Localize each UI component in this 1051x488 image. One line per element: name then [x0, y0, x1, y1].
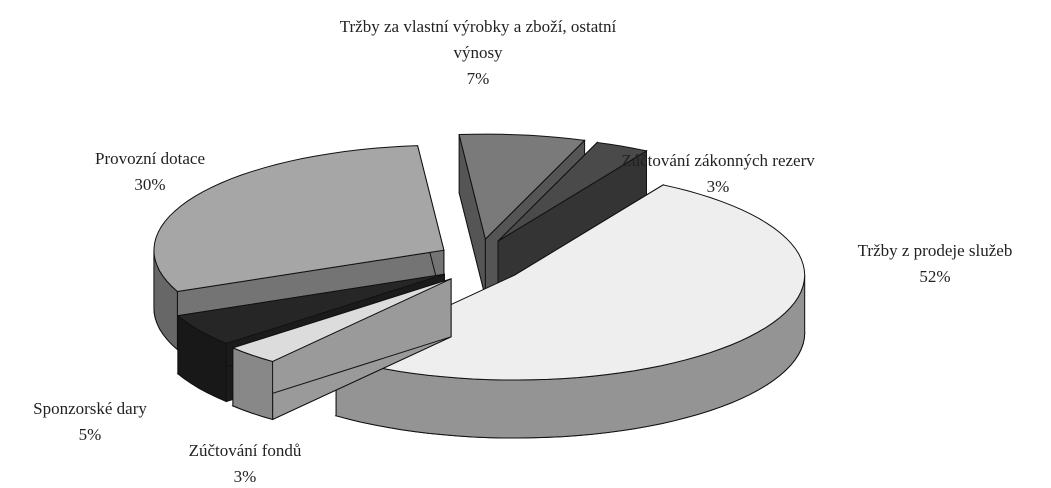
slice-label: Zúčtování fondů 3%: [135, 438, 355, 488]
slice-top: [153, 145, 445, 293]
slice-top: [176, 273, 445, 345]
category-label: Zúčtování fondů: [188, 441, 302, 460]
value-label: 30%: [134, 175, 166, 194]
value-label: 52%: [919, 267, 951, 286]
slice-label: Tržby za vlastní výrobky a zboží, ostatn…: [328, 14, 628, 92]
slice-top: [231, 278, 452, 363]
slice-label: Zúčtování zákonných rezerv 3%: [558, 148, 878, 200]
value-label: 3%: [706, 177, 730, 196]
slice-top: [458, 133, 586, 241]
value-label: 3%: [233, 467, 257, 486]
slice-top: [497, 141, 648, 242]
category-label: Sponzorské dary: [33, 399, 147, 418]
category-label: Zúčtování zákonných rezerv: [621, 151, 815, 170]
slice-label: Tržby z prodeje služeb 52%: [805, 238, 1051, 290]
category-label: Provozní dotace: [95, 149, 205, 168]
value-label: 7%: [466, 69, 490, 88]
category-label: Tržby z prodeje služeb: [857, 241, 1013, 260]
slice-top: [334, 184, 806, 381]
value-label: 5%: [78, 425, 102, 444]
slice-label: Provozní dotace 30%: [50, 146, 250, 198]
category-label: Tržby za vlastní výrobky a zboží, ostatn…: [339, 17, 617, 62]
slice-label: Sponzorské dary 5%: [0, 396, 190, 448]
